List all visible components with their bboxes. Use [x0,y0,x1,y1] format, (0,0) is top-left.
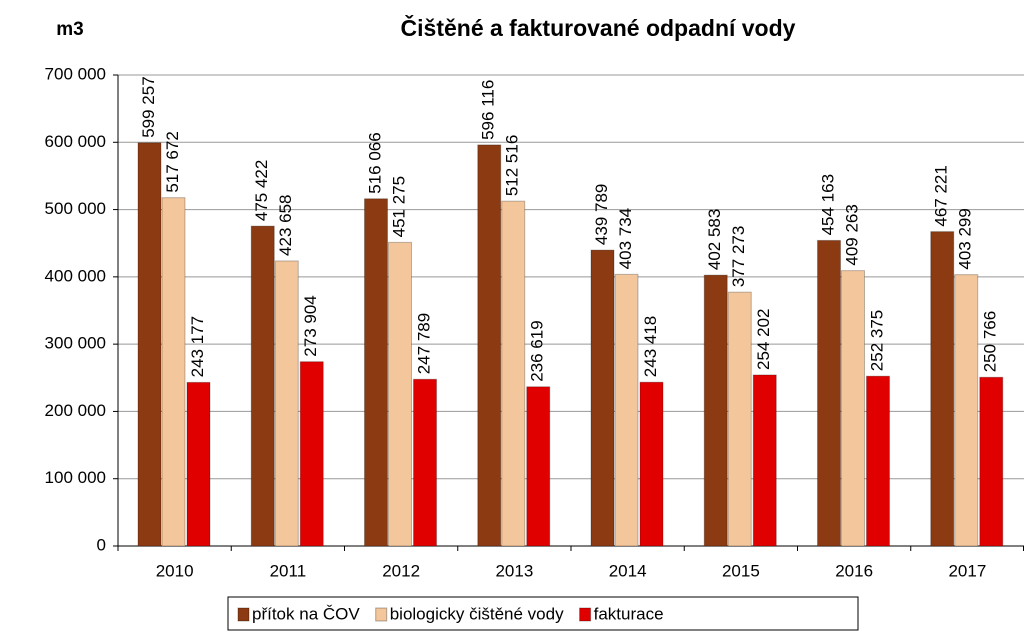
bar [930,231,955,547]
x-tick-label: 2016 [835,561,873,580]
data-label: 273 904 [301,295,320,356]
y-tick-label: 500 000 [45,199,106,218]
data-label: 451 275 [389,176,408,237]
x-tick-label: 2014 [609,561,647,580]
legend-swatch [237,607,250,622]
data-label: 516 066 [365,132,384,193]
bar [639,381,664,547]
y-axis-label: m3 [56,19,83,40]
bar [299,361,324,547]
data-label: 475 422 [252,160,271,221]
chart-title: Čištěné a fakturované odpadní vody [401,14,796,41]
data-label: 454 163 [818,174,837,235]
data-label: 403 734 [616,208,635,269]
x-tick-label: 2013 [495,561,533,580]
bar [526,386,551,547]
bar [614,273,639,547]
bar [954,274,979,547]
bar [364,198,388,547]
data-label: 467 221 [932,165,951,226]
data-label: 517 672 [163,131,182,192]
data-label: 409 263 [842,204,861,265]
x-tick-label: 2011 [270,561,307,580]
data-label: 247 789 [414,313,433,374]
y-tick-label: 700 000 [45,64,106,83]
data-label: 377 273 [729,226,748,287]
data-label: 599 257 [139,76,158,137]
y-tick-label: 400 000 [45,266,106,285]
bar [413,378,437,547]
bar [137,142,162,547]
x-tick-label: 2010 [156,561,194,580]
legend-label: biologicky čištěné vody [390,604,564,623]
legend-box [227,596,859,631]
bar [477,144,502,547]
data-label: 403 299 [956,208,975,269]
y-tick-label: 600 000 [45,132,106,151]
data-label: 252 375 [867,310,886,371]
data-label: 236 619 [528,320,547,381]
bar [979,376,1004,547]
bar [501,200,526,547]
y-tick-label: 0 [97,535,106,554]
bar [752,374,777,547]
data-label: 596 116 [479,80,498,140]
data-label: 250 766 [981,311,1000,372]
legend-swatch [579,607,592,622]
data-label: 254 202 [754,309,773,370]
bar [703,274,728,547]
bar [186,381,211,547]
data-label: 402 583 [705,209,724,270]
bar [388,241,412,547]
y-tick-label: 300 000 [45,334,106,353]
data-label: 512 516 [503,135,522,196]
bar [590,249,615,547]
data-label: 423 658 [276,194,295,255]
x-tick-label: 2015 [722,561,760,580]
bar [274,260,299,547]
y-tick-label: 200 000 [45,401,106,420]
bar [161,197,186,547]
x-tick-label: 2012 [382,561,420,580]
data-label: 439 789 [592,184,611,245]
data-label: 243 177 [188,316,207,377]
bar [866,375,890,547]
bar [250,225,275,547]
bar [727,291,752,547]
bar [817,239,841,547]
x-tick-label: 2017 [948,561,986,580]
legend-label: přítok na ČOV [252,604,360,623]
bar [841,270,865,547]
legend-label: fakturace [594,604,664,623]
data-label: 243 418 [641,316,660,377]
y-tick-label: 100 000 [45,468,106,487]
legend-swatch [375,607,388,622]
